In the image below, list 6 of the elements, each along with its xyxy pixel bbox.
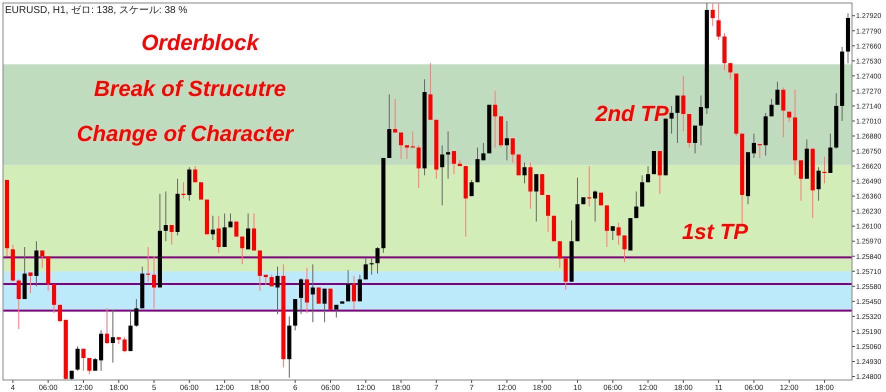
annotation: Orderblock [141,30,260,55]
annotation: 1st TP [682,219,748,244]
annotation: Break of Strucutre [94,76,286,101]
annotation: 2nd TP [594,101,669,126]
chart-title: EURUSD, H1, ゼロ: 138, スケール: 38 % [5,5,188,16]
annotation: Change of Character [76,121,295,146]
